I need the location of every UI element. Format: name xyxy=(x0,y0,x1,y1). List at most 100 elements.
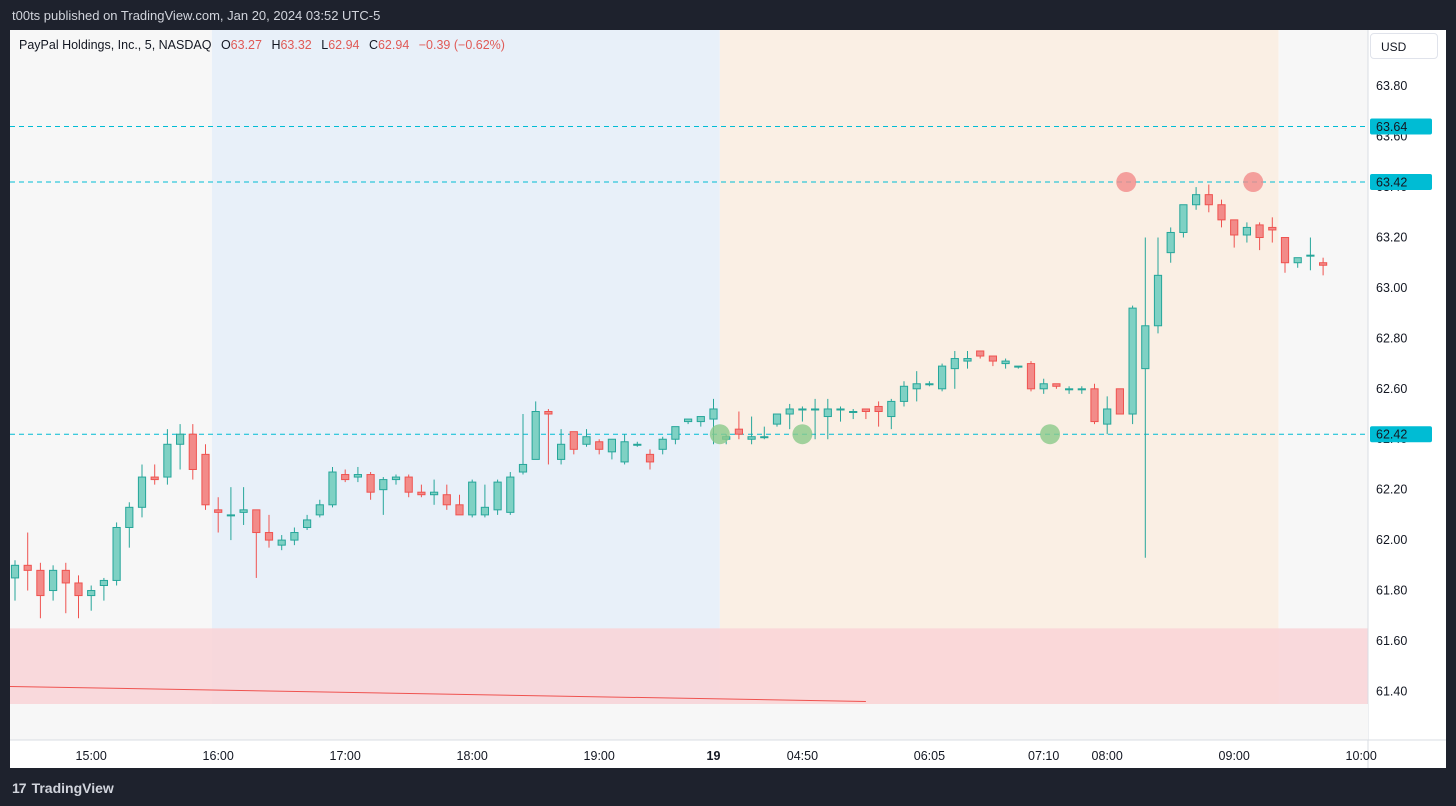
candle-body xyxy=(1319,262,1328,266)
candle xyxy=(684,418,693,425)
candle-body xyxy=(811,408,820,411)
candle-body xyxy=(125,506,134,528)
candle xyxy=(861,408,870,420)
candle-body xyxy=(1115,388,1125,415)
x-tick-label: 07:10 xyxy=(1028,749,1059,763)
chart-bottom-strip xyxy=(10,704,1368,740)
candle-body xyxy=(1153,274,1163,327)
candle-body xyxy=(887,400,896,418)
candle-body xyxy=(137,476,147,508)
candle-body xyxy=(1230,219,1239,236)
price-chart[interactable]: 63.8063.6063.4063.2063.0062.8062.6062.40… xyxy=(10,30,1446,768)
y-tick-label: 61.40 xyxy=(1376,684,1407,698)
support-marker xyxy=(1040,424,1061,445)
publish-bar: t00ts published on TradingView.com, Jan … xyxy=(0,0,1456,30)
candle xyxy=(582,429,591,447)
candle-body xyxy=(366,474,375,493)
resistance-marker xyxy=(1116,172,1137,193)
candle xyxy=(1153,237,1163,334)
candle-body xyxy=(493,481,502,511)
candle xyxy=(645,449,655,470)
candle xyxy=(607,438,616,460)
x-tick-label: 18:00 xyxy=(457,749,488,763)
candle xyxy=(569,431,578,455)
candle-body xyxy=(595,441,604,450)
candle-body xyxy=(696,416,705,423)
candle xyxy=(836,406,845,422)
candle xyxy=(1141,237,1150,558)
open-label: O xyxy=(220,38,231,52)
low-label: L xyxy=(321,38,329,52)
candle-body xyxy=(1242,226,1252,236)
publish-line: t00ts published on TradingView.com, Jan … xyxy=(12,8,381,23)
candle xyxy=(417,484,426,498)
candle-body xyxy=(99,579,109,586)
candle-body xyxy=(1179,204,1188,233)
session-shade-3 xyxy=(1278,30,1368,704)
candle-body xyxy=(1204,194,1213,206)
candle xyxy=(518,414,528,475)
candle-body xyxy=(1026,363,1036,390)
candle xyxy=(430,479,439,505)
level-price-label: 63.42 xyxy=(1376,176,1407,190)
candle-body xyxy=(849,410,858,413)
candle-body xyxy=(785,408,794,415)
candle xyxy=(950,350,959,389)
candle xyxy=(1090,383,1099,425)
candle-body xyxy=(49,569,58,592)
candle xyxy=(1293,257,1302,268)
candle xyxy=(214,497,223,533)
candle-body xyxy=(61,569,70,584)
candle-body xyxy=(226,514,236,517)
candle-body xyxy=(1141,325,1150,370)
candle xyxy=(201,444,210,510)
candle-body xyxy=(1001,360,1010,365)
candle-body xyxy=(74,582,83,597)
candle-body xyxy=(658,438,667,450)
candle xyxy=(1014,365,1023,369)
candle-body xyxy=(823,408,832,418)
candle-body xyxy=(1255,224,1264,239)
symbol-name: PayPal Holdings, Inc., 5, NASDAQ xyxy=(19,38,212,52)
candle xyxy=(671,426,680,445)
candle-body xyxy=(531,410,540,460)
candle-body xyxy=(1103,408,1112,425)
candle-body xyxy=(391,476,401,481)
candle xyxy=(1115,388,1125,415)
candle xyxy=(328,466,337,508)
candle xyxy=(49,565,58,601)
open-value: 63.27 xyxy=(230,38,262,52)
candle-body xyxy=(341,474,350,481)
candle-body xyxy=(480,506,489,516)
candle-body xyxy=(620,441,629,463)
candle-body xyxy=(87,590,96,597)
candle xyxy=(1179,204,1188,238)
y-tick-label: 61.60 xyxy=(1376,634,1407,648)
candle-body xyxy=(950,358,959,370)
demand-zone xyxy=(10,628,1368,704)
trend-line xyxy=(10,685,866,702)
x-tick-label: 16:00 xyxy=(203,749,234,763)
candle-body xyxy=(684,418,693,423)
x-tick-label: 19 xyxy=(707,749,721,763)
price-axis-panel xyxy=(1368,30,1446,768)
candle-body xyxy=(633,443,642,446)
candle xyxy=(341,469,350,483)
tradingview-logo[interactable]: 17 TradingView xyxy=(12,780,114,796)
candle xyxy=(1001,358,1010,369)
candle-body xyxy=(188,433,197,470)
candle xyxy=(811,398,820,440)
candle xyxy=(912,371,921,402)
level-price-label: 63.64 xyxy=(1376,120,1407,134)
candle xyxy=(938,363,947,392)
x-tick-label: 17:00 xyxy=(330,749,361,763)
currency-button[interactable]: USD xyxy=(1370,33,1438,59)
candle xyxy=(239,487,248,525)
candle-body xyxy=(772,413,782,425)
candle xyxy=(188,424,197,480)
candle-body xyxy=(1052,383,1061,387)
candle xyxy=(506,472,515,515)
candle-body xyxy=(112,526,121,581)
candle-body xyxy=(1306,254,1315,257)
chart-panel[interactable]: 63.8063.6063.4063.2063.0062.8062.6062.40… xyxy=(10,30,1446,768)
